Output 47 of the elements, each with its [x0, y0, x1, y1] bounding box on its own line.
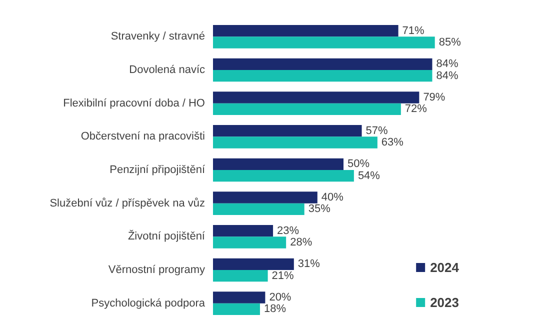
bar — [213, 103, 401, 115]
data-label: 35% — [308, 203, 331, 216]
bar — [213, 25, 398, 37]
y-tick-label: Věrnostní programy — [108, 264, 206, 276]
y-tick-label: Služební vůz / příspěvek na vůz — [50, 197, 205, 210]
bar — [213, 258, 294, 270]
data-label: 18% — [264, 303, 286, 316]
bar — [213, 236, 286, 248]
data-label: 28% — [290, 236, 312, 248]
data-label: 72% — [404, 103, 428, 116]
bar — [213, 36, 435, 48]
bar — [213, 203, 304, 215]
y-tick-label: Penzijní připojištění — [110, 164, 206, 176]
bar — [213, 136, 378, 148]
legend-label: 2023 — [430, 295, 459, 310]
y-tick-label: Psychologická podpora — [91, 297, 206, 310]
data-label: 71% — [402, 24, 425, 37]
data-label: 31% — [298, 258, 320, 270]
bar — [213, 170, 354, 182]
data-label: 50% — [348, 158, 370, 170]
data-label: 21% — [272, 270, 294, 282]
data-label: 23% — [277, 224, 300, 237]
bar — [213, 192, 318, 204]
bar — [213, 270, 268, 282]
bar — [213, 125, 362, 137]
data-label: 79% — [423, 92, 446, 104]
bar — [213, 292, 266, 304]
data-label: 54% — [358, 170, 380, 182]
y-tick-label: Flexibilní pracovní doba / HO — [63, 97, 206, 110]
y-tick-label: Dovolená navíc — [129, 64, 206, 76]
legend-label: 2024 — [430, 260, 460, 275]
bar — [213, 158, 344, 170]
data-label: 63% — [381, 136, 404, 148]
y-tick-label: Životní pojištění — [128, 230, 206, 243]
data-label: 85% — [438, 36, 462, 48]
bar — [213, 225, 274, 237]
bar — [213, 303, 260, 315]
data-label: 40% — [321, 192, 344, 204]
data-label: 84% — [436, 58, 458, 70]
bar — [213, 70, 432, 82]
data-label: 20% — [269, 292, 292, 304]
y-tick-label: Stravenky / stravné — [110, 30, 205, 43]
bar — [213, 58, 432, 70]
bar — [213, 92, 420, 104]
data-label: 84% — [436, 70, 458, 82]
data-label: 57% — [366, 124, 388, 137]
y-tick-label: Občerstvení na pracovišti — [80, 130, 205, 143]
